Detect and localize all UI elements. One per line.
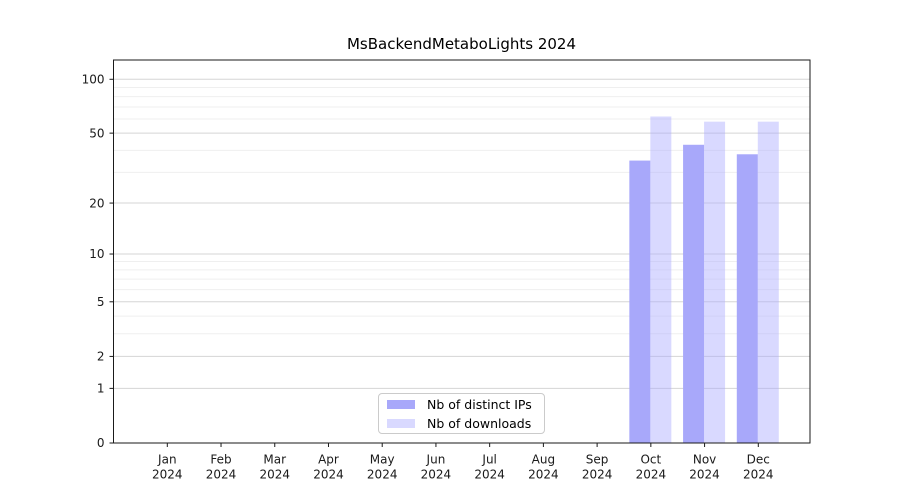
x-tick-label-month: Aug bbox=[532, 453, 555, 467]
x-tick-label-month: Sep bbox=[586, 453, 609, 467]
x-tick-label-month: May bbox=[370, 453, 395, 467]
x-tick-label-year: 2024 bbox=[259, 468, 290, 482]
x-tick-label-year: 2024 bbox=[528, 468, 559, 482]
x-tick-label-month: Jun bbox=[426, 453, 446, 467]
bar-distinct-ips-oct-2024 bbox=[629, 160, 651, 443]
x-tick-label-month: Mar bbox=[263, 453, 286, 467]
legend-label-downloads: Nb of downloads bbox=[427, 415, 532, 431]
bar-downloads-dec-2024 bbox=[757, 121, 779, 444]
bar-downloads-nov-2024 bbox=[704, 121, 726, 444]
bar-distinct-ips-nov-2024 bbox=[683, 144, 705, 444]
x-tick-label-month: Nov bbox=[693, 453, 716, 467]
y-tick-label: 0 bbox=[97, 436, 105, 450]
x-tick-label-year: 2024 bbox=[206, 468, 237, 482]
x-tick-label-month: Dec bbox=[747, 453, 770, 467]
x-tick-label-year: 2024 bbox=[474, 468, 505, 482]
y-tick-label: 10 bbox=[89, 247, 104, 261]
x-tick-label-year: 2024 bbox=[367, 468, 398, 482]
x-tick-label-year: 2024 bbox=[152, 468, 183, 482]
legend-item-downloads: Nb of downloads bbox=[387, 416, 536, 431]
x-tick-label-month: Oct bbox=[640, 453, 661, 467]
x-tick-label-month: Feb bbox=[210, 453, 231, 467]
x-tick-label-year: 2024 bbox=[636, 468, 667, 482]
y-tick-label: 100 bbox=[82, 72, 105, 86]
legend-label-distinct-ips: Nb of distinct IPs bbox=[427, 396, 532, 412]
x-tick-label-year: 2024 bbox=[582, 468, 613, 482]
x-tick-label-month: Jul bbox=[481, 453, 496, 467]
x-tick-label-year: 2024 bbox=[743, 468, 774, 482]
x-tick-label-year: 2024 bbox=[689, 468, 720, 482]
chart-title: MsBackendMetaboLights 2024 bbox=[346, 35, 577, 53]
bar-distinct-ips-dec-2024 bbox=[736, 154, 758, 444]
legend-item-distinct-ips: Nb of distinct IPs bbox=[387, 397, 536, 412]
x-tick-label-year: 2024 bbox=[421, 468, 452, 482]
x-tick-label-month: Jan bbox=[157, 453, 177, 467]
bar-downloads-oct-2024 bbox=[650, 116, 672, 443]
plot-border bbox=[113, 59, 811, 444]
x-tick-label-month: Apr bbox=[318, 453, 339, 467]
legend-swatch-distinct-ips bbox=[387, 399, 415, 409]
y-tick-label: 2 bbox=[97, 350, 105, 364]
y-tick-label: 50 bbox=[89, 126, 104, 140]
legend: Nb of distinct IPs Nb of downloads bbox=[378, 393, 545, 434]
legend-swatch-downloads bbox=[387, 418, 415, 428]
x-tick-label-year: 2024 bbox=[313, 468, 344, 482]
y-tick-label: 1 bbox=[97, 382, 105, 396]
y-tick-label: 20 bbox=[89, 196, 104, 210]
y-tick-label: 5 bbox=[97, 295, 105, 309]
